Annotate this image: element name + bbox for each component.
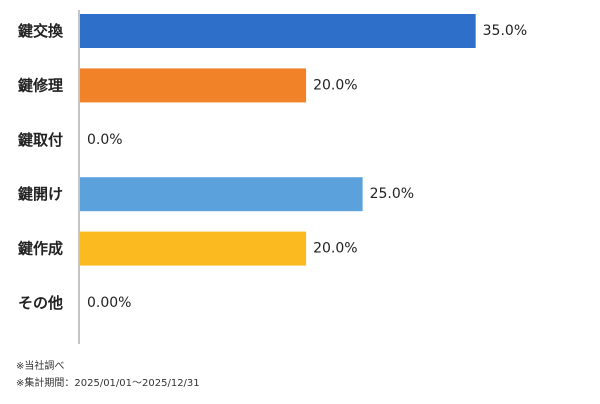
- category-label: 鍵開け: [18, 185, 63, 203]
- category-label: 鍵修理: [18, 76, 63, 94]
- category-label: その他: [18, 294, 63, 312]
- period-note: ※集計期間：2025/01/01～2025/12/31: [16, 378, 200, 389]
- bar: [80, 68, 307, 103]
- category-label: 鍵作成: [18, 240, 63, 258]
- value-label: 25.0%: [370, 186, 414, 202]
- bar: [80, 14, 476, 48]
- value-label: 20.0%: [313, 241, 357, 257]
- category-label: 鍵交換: [18, 22, 64, 40]
- bar: [80, 231, 307, 266]
- bar: [80, 177, 363, 212]
- value-label: 20.0%: [313, 77, 357, 93]
- source-note: ※当社調べ: [16, 361, 65, 372]
- value-label: 35.0%: [483, 23, 527, 39]
- category-label: 鍵取付: [18, 131, 63, 149]
- value-label: 0.00%: [87, 295, 131, 311]
- value-label: 0.0%: [87, 132, 123, 148]
